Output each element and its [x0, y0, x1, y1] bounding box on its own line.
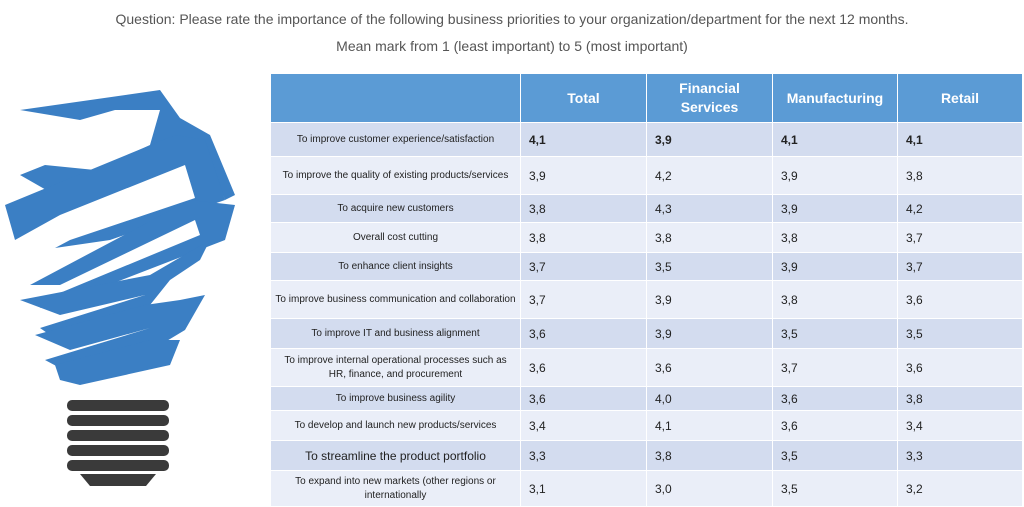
cell-value: 3,6	[520, 386, 647, 411]
bulb-base	[67, 400, 169, 486]
cell-value: 3,7	[772, 348, 898, 387]
column-header-total: Total	[520, 74, 647, 123]
table-row: To acquire new customers 3,8 4,3 3,9 4,2	[270, 194, 1023, 223]
cell-value: 3,5	[646, 252, 773, 281]
row-label: To enhance client insights	[270, 252, 521, 281]
cell-value: 3,9	[646, 318, 773, 349]
priorities-table: Total Financial Services Manufacturing Re…	[270, 74, 1023, 507]
table-row: To improve business agility 3,6 4,0 3,6 3,8	[270, 386, 1023, 411]
cell-value: 4,3	[646, 194, 773, 223]
row-label: To improve business communication and co…	[270, 280, 521, 319]
cell-value: 4,2	[646, 156, 773, 195]
row-label: To improve customer experience/satisfact…	[270, 122, 521, 157]
table-row: To develop and launch new products/servi…	[270, 410, 1023, 441]
cell-value: 3,9	[772, 194, 898, 223]
cell-value: 3,8	[520, 222, 647, 253]
cell-value: 3,6	[772, 386, 898, 411]
cell-value: 3,6	[897, 280, 1023, 319]
cell-value: 3,8	[772, 222, 898, 253]
cell-value: 3,8	[772, 280, 898, 319]
cell-value: 3,9	[772, 156, 898, 195]
cell-value: 4,2	[897, 194, 1023, 223]
cell-value: 4,1	[520, 122, 647, 157]
cell-value: 3,9	[772, 252, 898, 281]
table-row: To improve the quality of existing produ…	[270, 156, 1023, 195]
cell-value: 3,3	[520, 440, 647, 471]
table-row: Overall cost cutting 3,8 3,8 3,8 3,7	[270, 222, 1023, 253]
header-blank	[270, 74, 521, 123]
table-row: To improve business communication and co…	[270, 280, 1023, 319]
cell-value: 3,9	[646, 122, 773, 157]
cell-value: 3,0	[646, 470, 773, 507]
cell-value: 3,6	[897, 348, 1023, 387]
cell-value: 3,1	[520, 470, 647, 507]
row-label: To improve IT and business alignment	[270, 318, 521, 349]
cell-value: 3,2	[897, 470, 1023, 507]
row-label: To improve internal operational processe…	[270, 348, 521, 387]
cell-value: 3,6	[520, 348, 647, 387]
cell-value: 3,8	[646, 440, 773, 471]
cell-value: 3,7	[520, 280, 647, 319]
table-row: To enhance client insights 3,7 3,5 3,9 3,7	[270, 252, 1023, 281]
row-label: To acquire new customers	[270, 194, 521, 223]
cell-value: 3,5	[772, 440, 898, 471]
cell-value: 4,1	[646, 410, 773, 441]
row-label: Overall cost cutting	[270, 222, 521, 253]
cell-value: 3,8	[520, 194, 647, 223]
cell-value: 3,9	[646, 280, 773, 319]
cell-value: 3,5	[772, 470, 898, 507]
table-header-row: Total Financial Services Manufacturing Re…	[270, 74, 1023, 123]
cell-value: 3,5	[772, 318, 898, 349]
cell-value: 3,6	[772, 410, 898, 441]
cell-value: 3,4	[520, 410, 647, 441]
cell-value: 4,1	[772, 122, 898, 157]
row-label: To improve business agility	[270, 386, 521, 411]
table-row: To improve internal operational processe…	[270, 348, 1023, 387]
row-label: To improve the quality of existing produ…	[270, 156, 521, 195]
table-row: To streamline the product portfolio 3,3 3,…	[270, 440, 1023, 471]
cell-value: 3,8	[897, 386, 1023, 411]
column-header-financial-services-label: Financial Services	[679, 80, 740, 115]
cell-value: 4,0	[646, 386, 773, 411]
chart-subtitle: Mean mark from 1 (least important) to 5 …	[336, 38, 688, 54]
lightbulb-icon	[5, 90, 235, 486]
cell-value: 3,7	[520, 252, 647, 281]
row-label: To expand into new markets (other region…	[270, 470, 521, 507]
table-row: To expand into new markets (other region…	[270, 470, 1023, 507]
cell-value: 3,6	[520, 318, 647, 349]
column-header-manufacturing: Manufacturing	[772, 74, 898, 123]
cell-value: 3,8	[646, 222, 773, 253]
chart-title: Question: Please rate the importance of …	[115, 11, 909, 27]
column-header-retail: Retail	[897, 74, 1023, 123]
cell-value: 3,9	[520, 156, 647, 195]
table-row: To improve IT and business alignment 3,6 3…	[270, 318, 1023, 349]
table-row: To improve customer experience/satisfact…	[270, 122, 1023, 157]
cell-value: 3,3	[897, 440, 1023, 471]
cell-value: 3,8	[897, 156, 1023, 195]
row-label: To streamline the product portfolio	[270, 440, 521, 471]
row-label: To develop and launch new products/servi…	[270, 410, 521, 441]
column-header-financial-services: Financial Services	[646, 74, 773, 123]
cell-value: 3,4	[897, 410, 1023, 441]
cell-value: 3,7	[897, 252, 1023, 281]
cell-value: 4,1	[897, 122, 1023, 157]
cell-value: 3,7	[897, 222, 1023, 253]
cell-value: 3,5	[897, 318, 1023, 349]
cell-value: 3,6	[646, 348, 773, 387]
